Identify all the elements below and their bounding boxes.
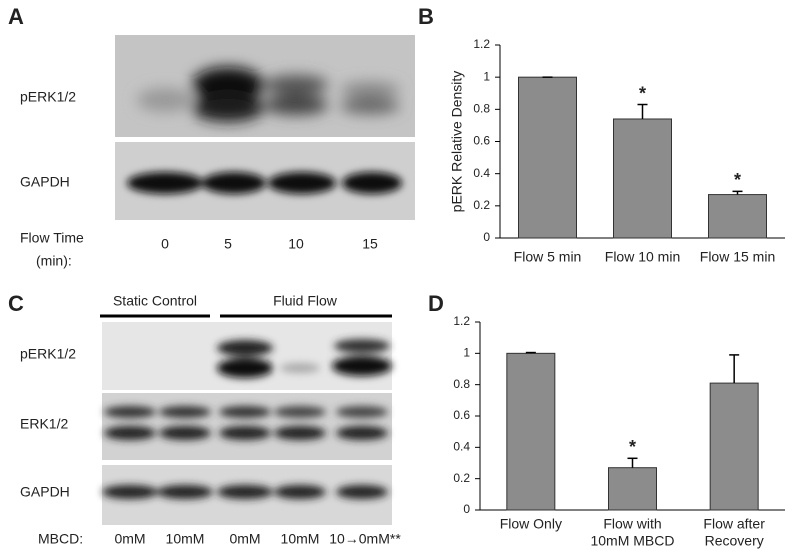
lane-label: Flow Time: [20, 230, 84, 246]
blot-a: [115, 35, 415, 220]
blot-c: [102, 322, 392, 525]
y-tick-label: 0.8: [473, 102, 490, 116]
y-tick-label: 0.2: [453, 471, 470, 485]
y-tick-label: 1.2: [453, 314, 470, 328]
lane: 0mM: [229, 531, 260, 547]
y-axis-label: pERK Relative Density: [449, 71, 465, 213]
bar: [613, 118, 672, 239]
row-label: GAPDH: [20, 484, 70, 500]
x-tick-label: Flow 10 min: [605, 249, 680, 265]
y-tick-label: 0.8: [453, 377, 470, 391]
annotation: *: [639, 83, 646, 103]
y-tick-label: 0.6: [473, 134, 490, 148]
y-tick-label: 1: [483, 69, 490, 83]
panel-label: B: [418, 4, 434, 29]
x-tick-label: Flow 5 min: [514, 249, 582, 265]
lane: 10mM: [281, 531, 320, 547]
y-tick-label: 0.2: [473, 198, 490, 212]
lane: 10: [288, 236, 304, 252]
lane: 0mM: [114, 531, 145, 547]
bar: [709, 382, 759, 511]
bar: [518, 76, 577, 239]
panel-label: A: [8, 4, 24, 29]
lane: 0: [161, 236, 169, 252]
y-tick-label: 0.4: [453, 440, 470, 454]
x-tick-label: Recovery: [705, 533, 764, 549]
row-label: pERK1/2: [20, 346, 76, 362]
y-tick-label: 0.6: [453, 408, 470, 422]
annotation: *: [629, 437, 636, 457]
x-tick-label: 10mM MBCD: [590, 533, 674, 549]
x-tick-label: Flow after: [703, 516, 765, 532]
group-label: Static Control: [113, 293, 197, 309]
y-tick-label: 0: [483, 230, 490, 244]
row-label: ERK1/2: [20, 416, 68, 432]
lane: 10mM: [166, 531, 205, 547]
y-tick-label: 1: [463, 346, 470, 360]
y-tick-label: 0.4: [473, 166, 490, 180]
lane-label: (min):: [36, 253, 72, 269]
row-label: GAPDH: [20, 174, 70, 190]
x-tick-label: Flow 15 min: [700, 249, 775, 265]
bar: [708, 194, 767, 239]
group-label: Fluid Flow: [273, 293, 338, 309]
x-tick-label: Flow Only: [500, 516, 562, 532]
x-tick-label: Flow with: [603, 516, 661, 532]
lane: 10→0mM**: [329, 531, 401, 547]
lane-label: MBCD:: [38, 531, 83, 547]
panel-label: D: [428, 291, 444, 316]
bar: [506, 352, 556, 511]
annotation: *: [734, 170, 741, 190]
bar: [608, 467, 657, 511]
panel-label: C: [8, 291, 24, 316]
lane: 15: [362, 236, 378, 252]
y-tick-label: 0: [463, 502, 470, 516]
lane: 5: [224, 236, 232, 252]
y-tick-label: 1.2: [473, 37, 490, 51]
row-label: pERK1/2: [20, 89, 76, 105]
